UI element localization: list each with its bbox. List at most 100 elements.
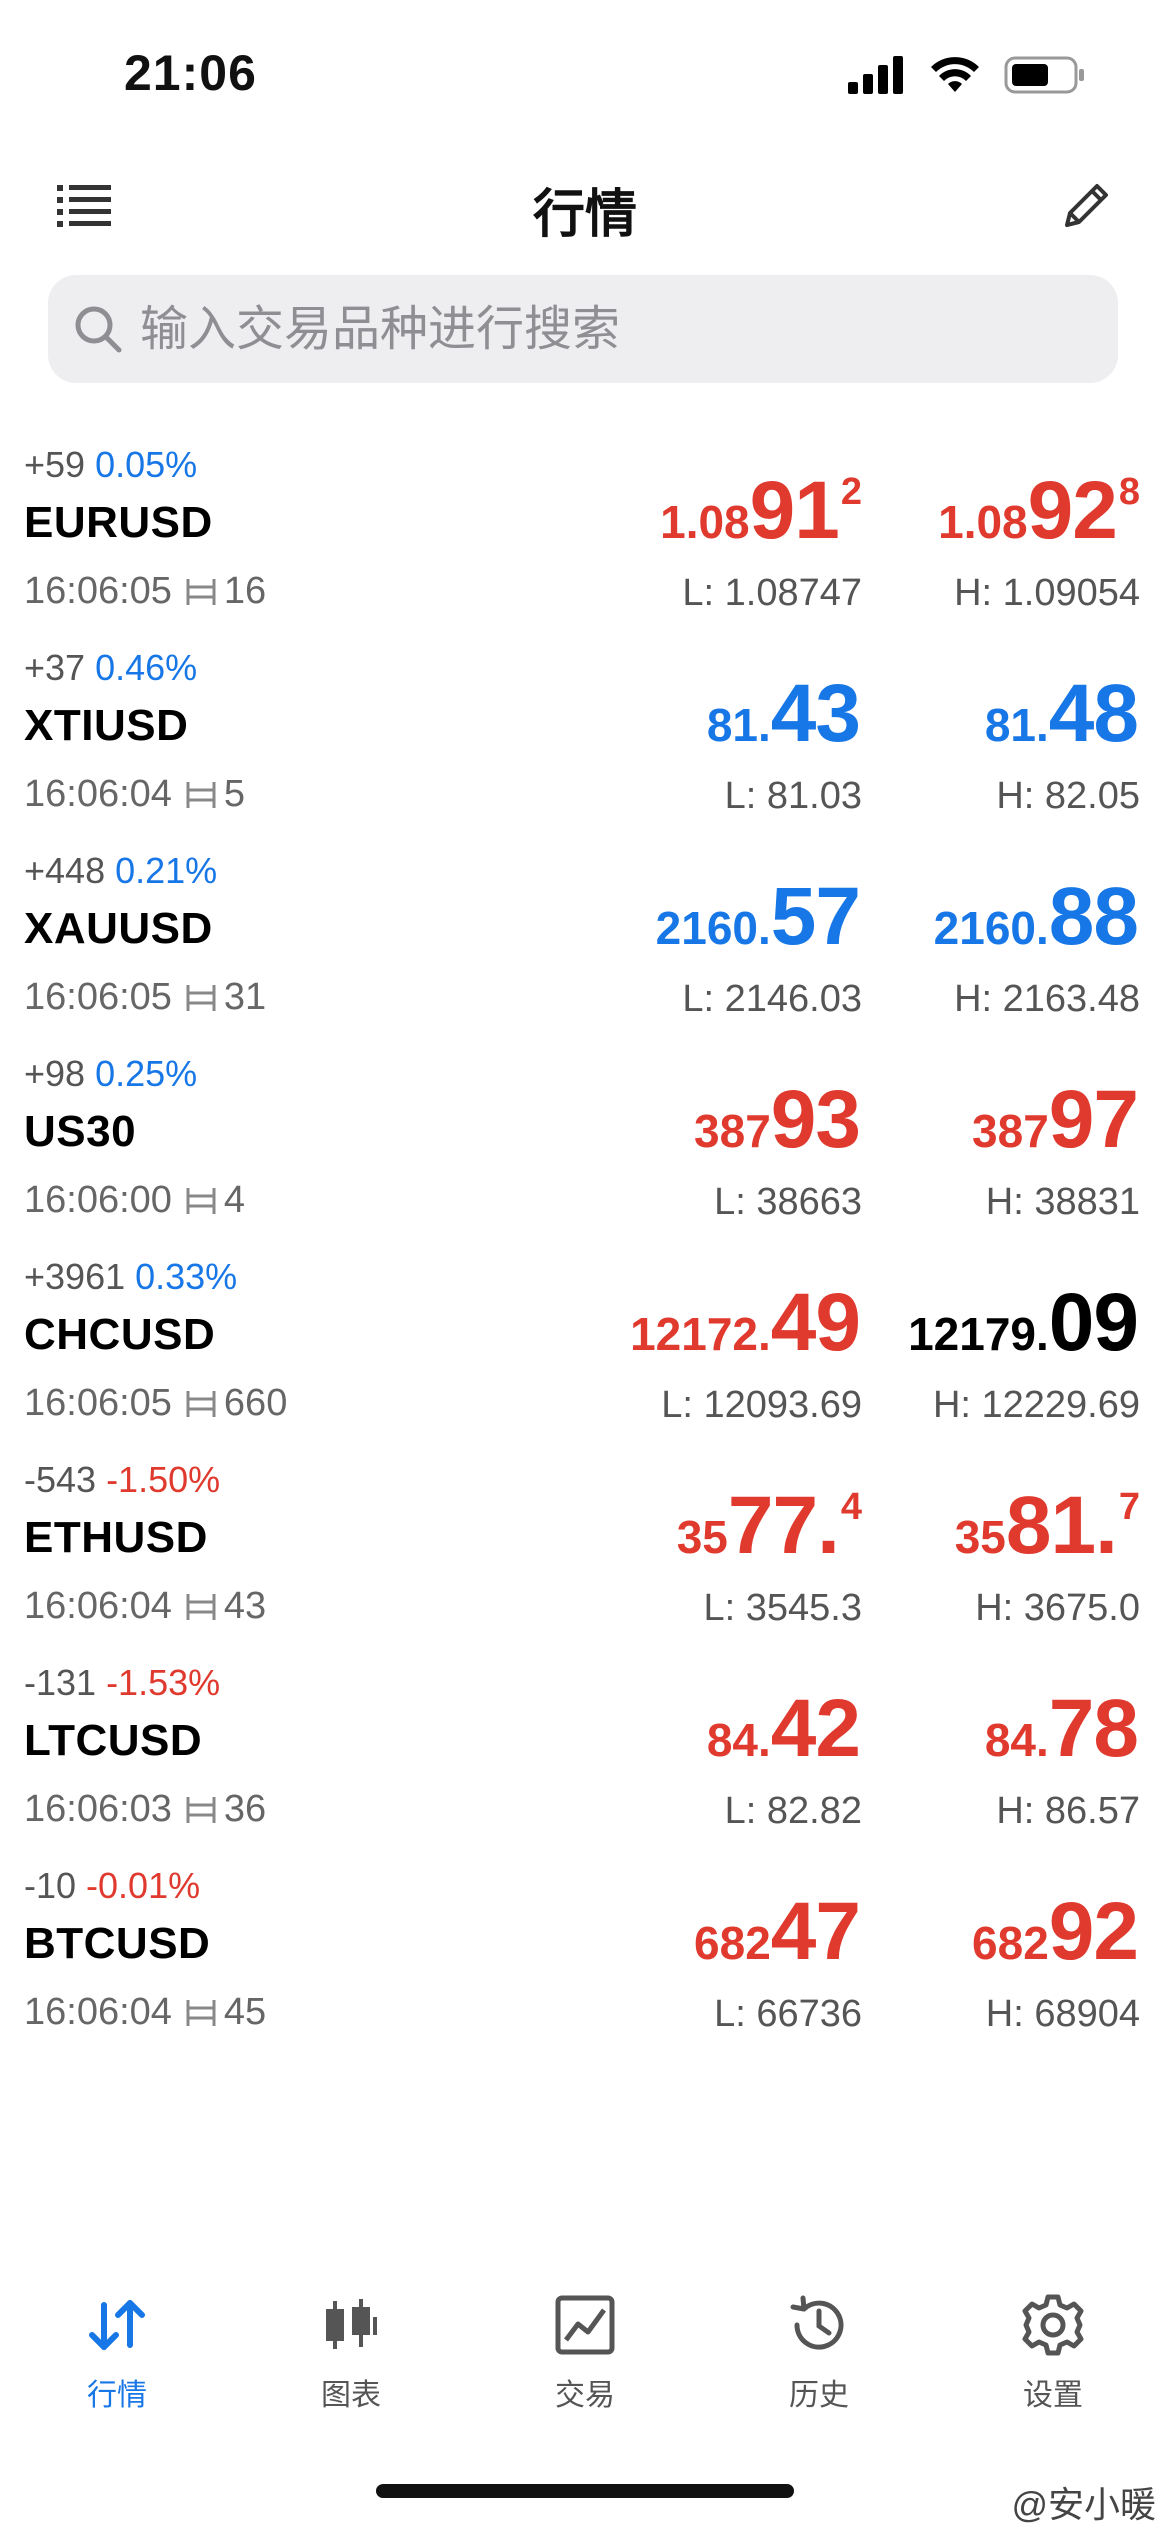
quotes-arrows-icon (82, 2290, 152, 2360)
quote-meta: 16:06:04 45 (24, 1991, 266, 2034)
price-change: +59 0.05% (24, 444, 197, 486)
ask-price-main: 92 (1048, 1886, 1139, 1977)
tab-label: 交易 (555, 2379, 615, 2412)
change-percent: 0.25% (95, 1053, 198, 1094)
ask-price-main: 09 (1048, 1277, 1139, 1368)
tab-label: 历史 (789, 2379, 849, 2412)
high-price: H: 86.57 (996, 1790, 1140, 1832)
home-indicator[interactable] (376, 2484, 794, 2498)
symbol-list-button[interactable] (52, 174, 116, 238)
search-icon (70, 301, 126, 357)
symbol-name: EURUSD (24, 498, 213, 547)
quote-row[interactable]: +448 0.21% XAUUSD 16:06:05 31 2160.57 2160.88 L… (0, 838, 1170, 1041)
search-bar[interactable] (48, 275, 1118, 383)
bid-price-prefix: 84. (706, 1714, 771, 1766)
symbol-name: CHCUSD (24, 1310, 216, 1359)
low-price: L: 81.03 (724, 775, 862, 817)
spread-icon (186, 1187, 216, 1214)
trade-chart-icon (550, 2290, 620, 2360)
tab-settings[interactable]: 设置 (936, 2270, 1170, 2440)
quote-row[interactable]: -543 -1.50% ETHUSD 16:06:04 43 3577.4 3581.7 L:… (0, 1447, 1170, 1650)
bid-price[interactable]: 68247 (694, 1891, 862, 1973)
ask-price-main: 78 (1048, 1683, 1139, 1774)
tab-quotes[interactable]: 行情 (0, 2270, 234, 2440)
quote-row[interactable]: +98 0.25% US30 16:06:00 4 38793 38797 L: 38663 H… (0, 1041, 1170, 1244)
pencil-icon (1065, 184, 1108, 227)
bid-price[interactable]: 3577.4 (677, 1485, 862, 1567)
ask-price[interactable]: 81.48 (985, 673, 1140, 755)
quote-row[interactable]: +37 0.46% XTIUSD 16:06:04 5 81.43 81.48 L: 81.0… (0, 635, 1170, 838)
low-price: L: 38663 (714, 1181, 862, 1223)
bid-price-main: 43 (770, 668, 861, 759)
spread-icon (186, 1796, 216, 1823)
ask-price[interactable]: 12179.09 (908, 1282, 1140, 1364)
bid-price-main: 93 (770, 1074, 861, 1165)
ask-price-sup: 7 (1118, 1486, 1140, 1528)
high-price: H: 38831 (985, 1181, 1140, 1223)
bid-price[interactable]: 38793 (694, 1079, 862, 1161)
bid-price[interactable]: 12172.49 (630, 1282, 862, 1364)
ask-price-prefix: 682 (972, 1917, 1049, 1969)
bid-price[interactable]: 2160.57 (656, 876, 862, 958)
spread-value: 16 (223, 570, 267, 612)
change-points: -10 (24, 1865, 77, 1906)
ask-price-main: 81. (1005, 1480, 1118, 1571)
bid-price-prefix: 81. (706, 699, 771, 751)
quote-row[interactable]: -131 -1.53% LTCUSD 16:06:03 36 84.42 84.78 L: 8… (0, 1650, 1170, 1853)
quote-row[interactable]: +3961 0.33% CHCUSD 16:06:05 660 12172.49 12179… (0, 1244, 1170, 1447)
bid-price-main: 77. (727, 1480, 840, 1571)
header: 行情 (0, 160, 1170, 250)
ask-price[interactable]: 3581.7 (955, 1485, 1140, 1567)
quote-row[interactable]: +59 0.05% EURUSD 16:06:05 16 1.08912 1.08928 L:… (0, 432, 1170, 635)
ask-price[interactable]: 68292 (972, 1891, 1140, 1973)
low-price: L: 82.82 (724, 1790, 862, 1832)
ask-price[interactable]: 84.78 (985, 1688, 1140, 1770)
symbol-name: LTCUSD (24, 1716, 203, 1765)
change-percent: 0.05% (95, 444, 198, 485)
spread-icon (186, 1390, 216, 1417)
watermark: @安小暖 (1011, 2484, 1156, 2525)
quote-time: 16:06:04 (24, 773, 172, 815)
bid-price-prefix: 2160. (655, 902, 771, 954)
symbol-name: US30 (24, 1107, 137, 1156)
cellular-signal-icon (848, 56, 903, 94)
bid-price[interactable]: 84.42 (707, 1688, 862, 1770)
quote-row[interactable]: -10 -0.01% BTCUSD 16:06:04 45 68247 68292 L: 66… (0, 1853, 1170, 2056)
ask-price-main: 88 (1048, 871, 1139, 962)
search-input[interactable] (140, 301, 1080, 357)
bid-price[interactable]: 81.43 (707, 673, 862, 755)
tab-charts[interactable]: 图表 (234, 2270, 468, 2440)
edit-button[interactable] (1054, 174, 1118, 238)
low-price: L: 1.08747 (682, 572, 862, 614)
ask-price[interactable]: 1.08928 (938, 470, 1140, 552)
page-title: 行情 (532, 186, 637, 244)
quote-time: 16:06:05 (24, 1382, 172, 1424)
status-bar: 21:06 (0, 0, 1170, 150)
ask-price[interactable]: 2160.88 (934, 876, 1140, 958)
ask-price[interactable]: 38797 (972, 1079, 1140, 1161)
change-points: +59 (24, 444, 86, 485)
tab-history[interactable]: 历史 (702, 2270, 936, 2440)
bid-price-sup: 4 (840, 1486, 862, 1528)
symbol-name: XTIUSD (24, 701, 189, 750)
list-icon (57, 185, 111, 227)
symbol-name: BTCUSD (24, 1919, 211, 1968)
status-icons (848, 56, 1086, 94)
ask-price-prefix: 81. (984, 699, 1049, 751)
bid-price-prefix: 1.08 (660, 496, 750, 548)
ask-price-main: 92 (1027, 465, 1118, 556)
spread-value: 660 (223, 1382, 288, 1424)
ask-price-prefix: 1.08 (938, 496, 1028, 548)
ask-price-sup: 8 (1118, 471, 1140, 513)
quote-meta: 16:06:05 660 (24, 1382, 287, 1425)
ask-price-prefix: 84. (984, 1714, 1049, 1766)
bid-price-main: 47 (770, 1886, 861, 1977)
history-clock-icon (784, 2290, 854, 2360)
change-points: +448 (24, 850, 106, 891)
bid-price[interactable]: 1.08912 (660, 470, 862, 552)
change-percent: -0.01% (86, 1865, 201, 1906)
quote-list: +59 0.05% EURUSD 16:06:05 16 1.08912 1.08928 L:… (0, 432, 1170, 2056)
spread-value: 45 (223, 1991, 267, 2033)
price-change: +37 0.46% (24, 647, 197, 689)
tab-trade[interactable]: 交易 (468, 2270, 702, 2440)
